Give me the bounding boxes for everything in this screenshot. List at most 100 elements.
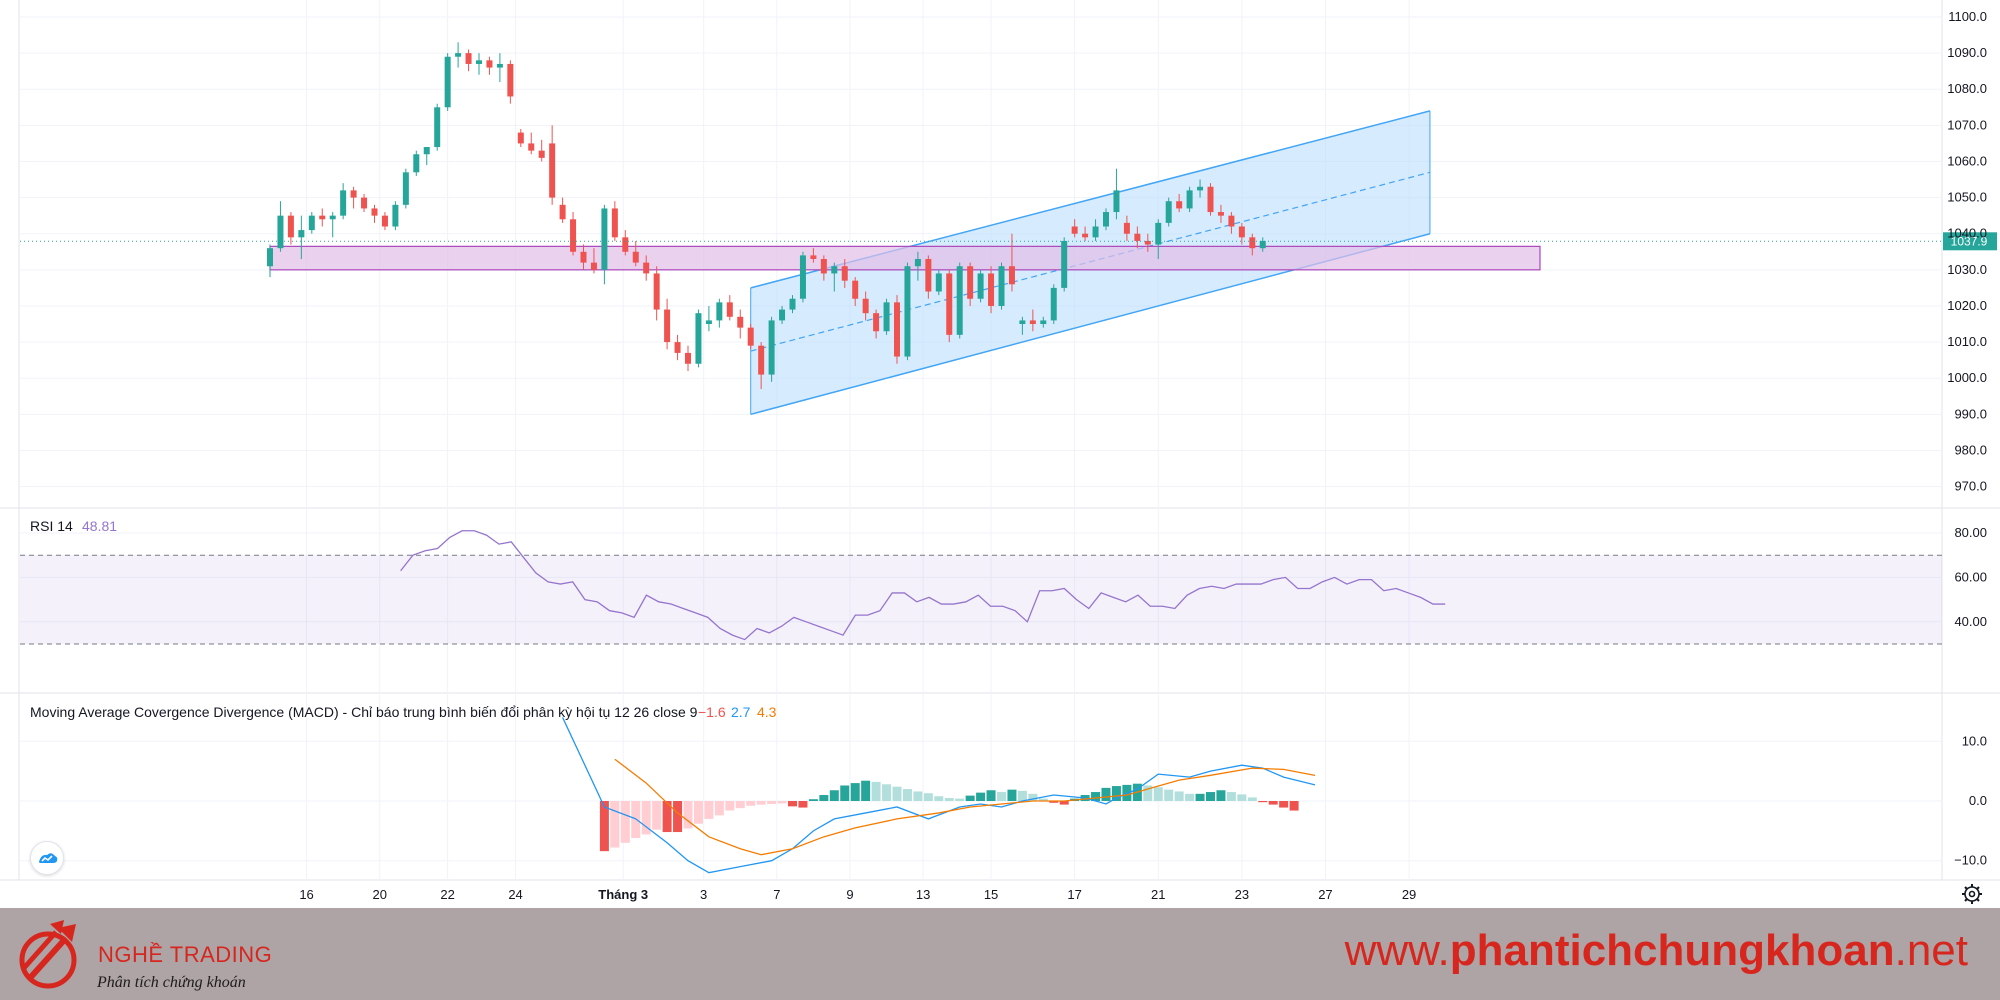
candle-body [768, 320, 775, 375]
macd-histogram-bar [641, 801, 651, 835]
macd-histogram-bar [902, 789, 912, 801]
macd-histogram-bar [798, 801, 808, 808]
macd-histogram-bar [986, 790, 996, 801]
macd-histogram-bar [693, 801, 703, 824]
last-price-badge [1943, 232, 1997, 251]
candle-body [329, 215, 336, 220]
price-series[interactable]: 1037.9 [20, 42, 1997, 390]
candle-body [1155, 222, 1162, 245]
candle-body [716, 302, 723, 321]
candle-body [747, 327, 754, 346]
candle-body [935, 273, 942, 292]
macd-histogram-bar [923, 793, 933, 801]
macd-histogram-bar [1007, 789, 1017, 801]
candle-body [685, 352, 691, 364]
candle-body [632, 251, 639, 263]
macd-histogram-bar [1268, 801, 1278, 805]
axes: 1100.0 1090.0 1080.0 1070.0 1060.0 1050.0 1040… [299, 9, 1987, 902]
candle-body [381, 215, 388, 227]
candle-body [1207, 186, 1214, 213]
candle-body [852, 280, 859, 299]
candle-body [1134, 233, 1141, 241]
macd-histogram-bar [944, 798, 954, 801]
price-tick-label: 980.0 [1954, 442, 1987, 457]
rsi-value: 48.81 [82, 518, 117, 534]
candle-body [1123, 222, 1130, 234]
macd-histogram-bar [1028, 793, 1038, 801]
candle-body [455, 53, 462, 57]
candle-body [841, 266, 848, 281]
chart-canvas[interactable]: 1037.9 1100.0 1090.0 1080.0 1070.0 1060.0 105… [0, 0, 2000, 908]
brand-tagline: Phân tích chứng khoán [97, 974, 246, 991]
candle-body [1186, 190, 1193, 209]
macd-histogram-bar [882, 784, 892, 801]
price-tick-label: 1100.0 [1948, 9, 1987, 24]
rsi-band-fill [20, 555, 1942, 644]
candle-body [517, 132, 524, 144]
macd-histogram-bar [1216, 790, 1226, 801]
candle-body [538, 150, 545, 158]
candle-body [956, 266, 963, 335]
macd-histogram-bar [756, 801, 766, 805]
macd-histogram-bar [725, 801, 735, 811]
price-tick-label: 1070.0 [1947, 117, 1987, 132]
candle-body [340, 190, 347, 216]
candle-body [695, 313, 702, 364]
price-tick-label: 1090.0 [1947, 45, 1987, 60]
candle-body [705, 320, 712, 325]
candle-body [308, 215, 315, 231]
rsi-title: RSI 14 [30, 518, 73, 534]
candle-body [1071, 226, 1078, 234]
macd-histogram-bar [1289, 801, 1299, 811]
time-tick-label: 20 [372, 887, 386, 902]
candle-body [1249, 237, 1256, 249]
site-domain: phantichchungkhoan [1449, 926, 1895, 975]
time-tick-label: 9 [846, 887, 853, 902]
macd-histogram-bar [955, 798, 965, 801]
rsi-tick-label: 60.00 [1954, 569, 1987, 584]
candle-body [831, 266, 838, 274]
macd-histogram-bar [1049, 801, 1059, 803]
macd-histogram-bar [819, 795, 829, 801]
macd-histogram-bar [1038, 798, 1048, 801]
drawing-tools[interactable] [269, 110, 1541, 416]
macd-histogram-bar [1059, 801, 1069, 805]
price-tick-label: 1030.0 [1947, 262, 1987, 277]
candle-body [894, 302, 900, 357]
rsi-pane[interactable] [20, 530, 1942, 645]
candle-body [810, 255, 817, 260]
candle-body [653, 273, 660, 310]
website-link[interactable]: www.phantichchungkhoan.net [1345, 926, 1968, 976]
candle-body [873, 313, 880, 332]
price-tick-label: 970.0 [1954, 479, 1987, 494]
candle-body [361, 197, 368, 209]
time-tick-label: 16 [299, 887, 313, 902]
footer-banner: NGHỀ TRADING Phân tích chứng khoán www.p… [0, 908, 2000, 1000]
macd-histogram-bar [683, 801, 693, 829]
macd-histogram-bar [871, 781, 881, 801]
candle-body [1238, 226, 1245, 238]
time-tick-label: 13 [916, 887, 930, 902]
brand-name: NGHỀ TRADING [98, 942, 273, 967]
candle-body [967, 266, 974, 299]
candle-body [319, 215, 326, 220]
gear-icon[interactable] [1960, 882, 1984, 906]
time-tick-label: 22 [440, 887, 454, 902]
last-price-label: 1037.9 [1951, 234, 1988, 248]
macd-histogram-bar [1164, 789, 1174, 801]
site-suffix: .net [1894, 926, 1968, 975]
candle-body [496, 63, 503, 68]
candle-body [643, 262, 650, 274]
candle-body [1029, 320, 1036, 325]
macd-histogram-bar [1258, 801, 1268, 803]
candle-body [758, 345, 765, 375]
candle-body [726, 302, 733, 317]
macd-pane[interactable] [562, 717, 1316, 874]
time-tick-label: 23 [1235, 887, 1249, 902]
time-tick-label: 21 [1151, 887, 1165, 902]
macd-histogram-bar [1111, 786, 1121, 801]
candle-body [925, 259, 932, 292]
tradingview-logo-icon[interactable] [30, 841, 64, 875]
time-tick-label: 24 [508, 887, 522, 902]
macd-histogram-bar [1279, 801, 1289, 808]
